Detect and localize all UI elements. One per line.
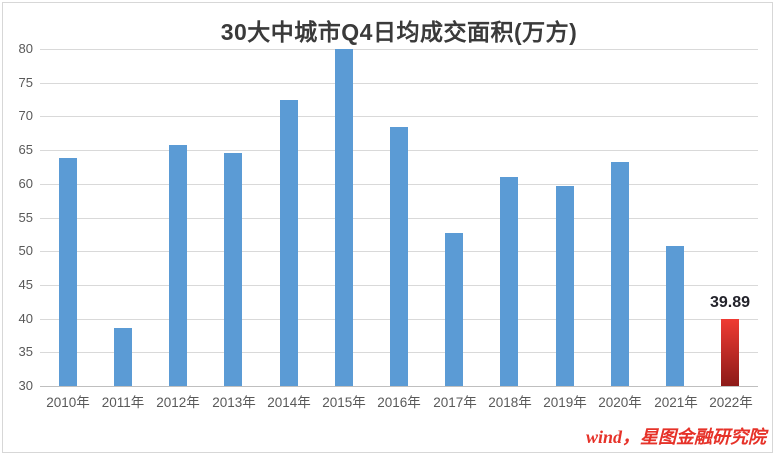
bar-2016年 (390, 127, 408, 386)
x-axis-label: 2015年 (322, 395, 366, 410)
plot-area (40, 49, 758, 387)
x-axis-line (40, 386, 758, 387)
x-axis-label: 2018年 (488, 395, 532, 410)
y-axis-label: 75 (18, 74, 33, 90)
x-axis-tick-labels: 2010年 2011年 2012年 2013年 2014年 2015年 2016年 2017年… (40, 391, 758, 411)
y-axis-label: 70 (18, 108, 33, 124)
bar-2012年 (169, 145, 187, 386)
x-axis-label: 2013年 (212, 395, 256, 410)
y-axis-label: 30 (18, 378, 33, 393)
x-axis-label: 2016年 (377, 395, 421, 410)
bar-2010年 (59, 158, 77, 386)
gridline (40, 83, 758, 84)
bar-2022年 (721, 319, 739, 386)
data-label-2022: 39.89 (709, 294, 751, 311)
bar-2015年 (335, 49, 353, 386)
bar-2020年 (611, 162, 629, 386)
y-axis-label: 65 (18, 142, 33, 158)
y-axis-label: 55 (18, 209, 33, 225)
bar-2011年 (114, 328, 132, 386)
x-axis-label: 2020年 (598, 395, 642, 410)
x-axis-label: 2019年 (543, 395, 587, 410)
bar-2017年 (445, 233, 463, 386)
gridline (40, 49, 758, 50)
bar-2019年 (556, 186, 574, 386)
x-axis-label: 2011年 (101, 395, 145, 410)
y-axis-label: 60 (18, 175, 33, 191)
y-axis-label: 45 (18, 276, 33, 292)
x-axis-label: 2012年 (156, 395, 200, 410)
bar-2021年 (666, 246, 684, 386)
x-axis-label: 2017年 (433, 395, 477, 410)
bar-2013年 (224, 153, 242, 386)
chart-title: 30大中城市Q4日均成交面积(万方) (220, 19, 578, 45)
bar-2014年 (280, 100, 298, 386)
x-axis-label: 2022年 (709, 395, 753, 410)
x-axis-label: 2021年 (654, 395, 698, 410)
y-axis-label: 80 (18, 41, 33, 56)
source-attribution: wind，星图金融研究院 (585, 427, 766, 447)
bar-2018年 (500, 177, 518, 386)
y-axis-label: 50 (18, 243, 33, 259)
y-axis-label: 40 (18, 310, 33, 326)
gridline (40, 116, 758, 117)
x-axis-label: 2014年 (267, 395, 311, 410)
y-axis-label: 35 (18, 344, 33, 360)
x-axis-label: 2010年 (46, 395, 90, 410)
